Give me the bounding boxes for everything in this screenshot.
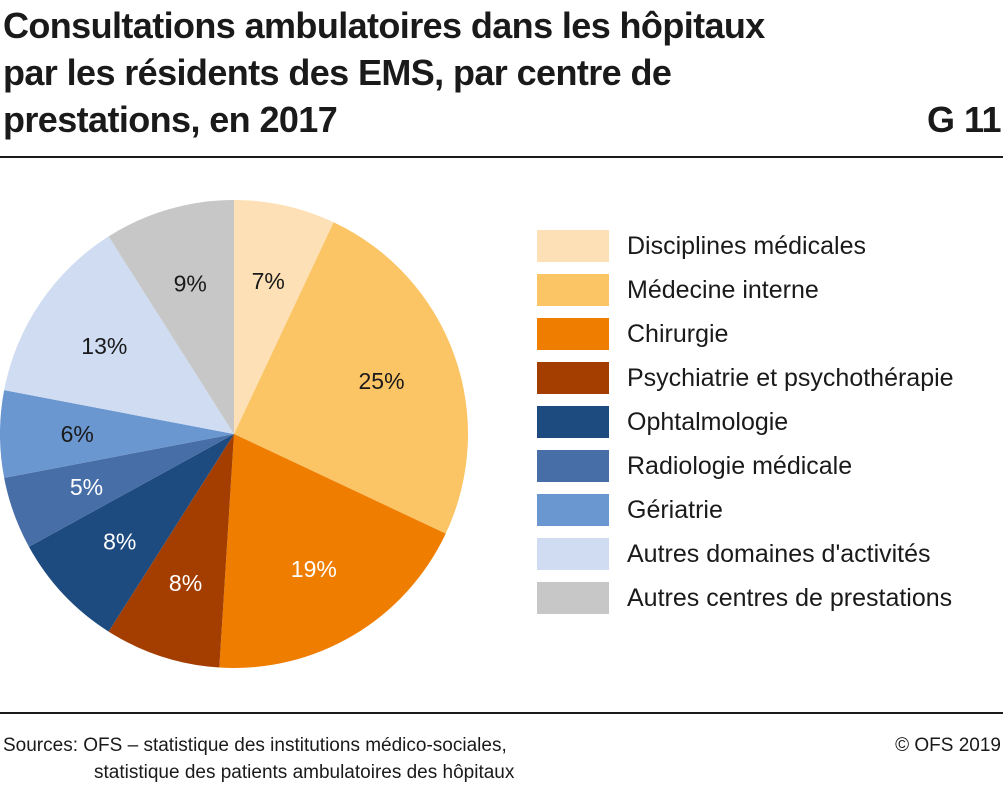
pie-slice-label: 8% [169, 570, 202, 596]
pie-slice [234, 200, 334, 434]
chart-title-line: par les résidents des EMS, par centre de [3, 52, 672, 93]
pie-slice-label: 19% [291, 556, 337, 582]
legend-swatch [537, 582, 609, 614]
chart-title: Consultations ambulatoires dans les hôpi… [3, 2, 843, 143]
pie-slice-label: 5% [70, 474, 103, 500]
pie-slice [234, 222, 468, 534]
pie-chart: 7% 25% 19% 8% 8% 5% 6% 13% 9% [0, 200, 468, 668]
pie-slice-label: 8% [103, 528, 136, 554]
legend-label: Autres centres de prestations [627, 583, 953, 612]
legend-swatch [537, 406, 609, 438]
legend-label: Gériatrie [627, 495, 723, 524]
legend-item: Autres centres de prestations [537, 576, 954, 620]
pie-slice-label: 6% [61, 421, 94, 447]
pie-slice-label: 25% [358, 368, 404, 394]
pie-slice [219, 434, 446, 668]
pie-slice-label: 7% [252, 268, 285, 294]
legend-swatch [537, 494, 609, 526]
legend-label: Radiologie médicale [627, 451, 853, 480]
bottom-divider [0, 712, 1003, 714]
legend-label: Ophtalmologie [627, 407, 789, 436]
pie-slice [0, 390, 234, 478]
legend-swatch [537, 538, 609, 570]
legend-item: Gériatrie [537, 488, 954, 532]
pie-slice [108, 434, 234, 668]
source-line: statistique des patients ambulatoires de… [94, 762, 515, 783]
chart-title-line: Consultations ambulatoires dans les hôpi… [3, 5, 765, 46]
pie-slice-label: 9% [174, 270, 207, 296]
legend-label: Disciplines médicales [627, 231, 866, 260]
legend-swatch [537, 318, 609, 350]
pie-slice-label: 13% [81, 333, 127, 359]
legend-label: Psychiatrie et psychothérapie [627, 363, 954, 392]
pie-slice [28, 434, 234, 632]
pie-slice [4, 434, 234, 547]
legend-swatch [537, 274, 609, 306]
chart-number: G 11 [926, 99, 1002, 140]
legend-item: Chirurgie [537, 312, 954, 356]
copyright-note: © OFS 2019 [895, 735, 1001, 756]
source-line: Sources: OFS – statistique des instituti… [3, 735, 507, 756]
pie-slice [108, 200, 234, 434]
top-divider [0, 156, 1003, 158]
legend-swatch [537, 362, 609, 394]
chart-title-line: prestations, en 2017 [3, 99, 338, 140]
legend-item: Disciplines médicales [537, 224, 954, 268]
legend-item: Autres domaines d'activités [537, 532, 954, 576]
legend-item: Psychiatrie et psychothérapie [537, 356, 954, 400]
legend-swatch [537, 450, 609, 482]
legend-label: Chirurgie [627, 319, 729, 348]
pie-slice [4, 236, 234, 434]
source-note: Sources: OFS – statistique des instituti… [3, 732, 514, 786]
legend-label: Autres domaines d'activités [627, 539, 931, 568]
legend-label: Médecine interne [627, 275, 819, 304]
chart-legend: Disciplines médicales Médecine interne Chi… [537, 224, 954, 620]
legend-item: Médecine interne [537, 268, 954, 312]
legend-swatch [537, 230, 609, 262]
legend-item: Radiologie médicale [537, 444, 954, 488]
legend-item: Ophtalmologie [537, 400, 954, 444]
